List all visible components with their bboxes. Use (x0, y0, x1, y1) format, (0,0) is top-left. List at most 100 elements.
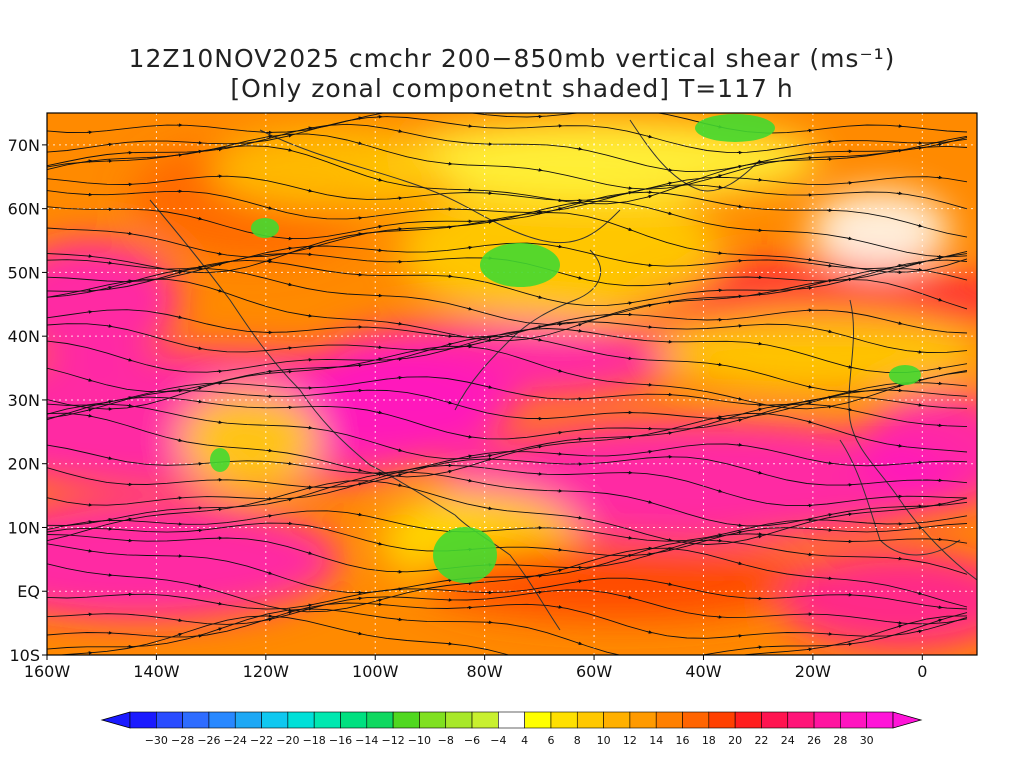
streamline-arrow (916, 591, 923, 596)
lat-tick-label: 10S (9, 646, 40, 665)
streamline-arrow (286, 461, 293, 466)
green-shade (210, 448, 230, 472)
colorbar-swatch (524, 711, 552, 729)
streamline-arrow (646, 630, 653, 634)
colorbar-label: −30 (145, 734, 168, 747)
streamline-arrow (666, 181, 673, 186)
lon-tick-label: 140W (133, 662, 180, 681)
streamline-arrow (736, 418, 743, 422)
streamline-arrow (716, 174, 723, 178)
lat-tick-label: 50N (8, 263, 40, 282)
lat-tick-label: 30N (8, 391, 40, 410)
streamline-arrow (756, 160, 763, 165)
streamline-arrow (356, 631, 363, 636)
colorbar-label: 4 (521, 734, 528, 747)
colorbar-min-arrow (100, 711, 131, 729)
streamline-arrow (806, 257, 813, 262)
streamline-arrow (266, 369, 273, 374)
lon-tick-label: 40W (685, 662, 721, 681)
streamline-arrow (106, 399, 113, 404)
streamline-arrow (826, 461, 833, 465)
streamline-arrow (126, 517, 133, 522)
colorbar-label: 20 (728, 734, 742, 747)
coastline-segment (848, 299, 977, 581)
streamline-arrow (286, 497, 293, 502)
streamline-arrow (396, 321, 403, 326)
lat-tick-label: EQ (17, 582, 40, 601)
streamline-arrow (916, 223, 923, 228)
streamline-arrow (736, 561, 743, 565)
colorbar-swatch (603, 711, 631, 729)
streamline-arrow (626, 227, 633, 231)
streamline-arrow (106, 142, 113, 147)
streamline-arrow (306, 313, 313, 318)
streamline-arrow (286, 148, 293, 152)
colorbar-swatch (734, 711, 762, 729)
streamline-arrow (376, 224, 383, 229)
lon-tick-label: 100W (352, 662, 399, 681)
colorbar-label: 8 (574, 734, 581, 747)
streamline-arrow (806, 384, 813, 389)
streamline-arrow (736, 204, 743, 209)
colorbar-swatch (208, 711, 236, 729)
colorbar-swatch (156, 711, 183, 729)
streamline-arrow (446, 400, 453, 405)
colorbar-swatch (287, 711, 315, 729)
streamline-arrow (196, 149, 203, 154)
streamline-arrow (666, 211, 673, 216)
streamline-arrow (356, 468, 363, 472)
streamline-arrow (266, 617, 273, 622)
colorbar-swatch (261, 711, 289, 729)
colorbar-label: −26 (197, 734, 220, 747)
colorbar-swatch (313, 711, 341, 729)
colorbar-label: −6 (464, 734, 480, 747)
streamline-arrow (756, 292, 763, 296)
streamline-arrow (466, 245, 473, 250)
streamline-arrow (536, 444, 543, 449)
colorbar-swatch (682, 711, 710, 729)
streamline-arrow (666, 431, 673, 435)
streamline-arrow (106, 261, 113, 265)
streamline (47, 456, 968, 488)
colorbar-swatch (392, 711, 420, 729)
streamline-arrow (176, 270, 183, 275)
streamline-arrow (466, 306, 473, 311)
streamline (47, 533, 968, 573)
streamline-arrow (806, 286, 813, 290)
streamline-arrow (716, 362, 723, 367)
streamline-arrow (756, 470, 763, 475)
streamline-arrow (556, 568, 563, 573)
colorbar-swatch (840, 711, 867, 729)
colorbar-label: −16 (329, 734, 352, 747)
streamline-arrow (666, 582, 673, 586)
streamline-arrow (896, 321, 903, 325)
colorbar-swatch (471, 711, 499, 729)
colorbar-label: 28 (833, 734, 847, 747)
streamline-arrow (216, 627, 223, 631)
streamline-arrow (106, 324, 113, 328)
coastline-segment (454, 249, 602, 411)
streamline-arrow (486, 506, 493, 511)
lon-tick-label: 160W (24, 662, 71, 681)
streamline-arrow (446, 469, 453, 474)
lat-tick-label: 60N (8, 200, 40, 219)
streamline-arrow (376, 472, 383, 477)
streamline-arrow (826, 263, 833, 268)
lon-tick-label: 20W (795, 662, 831, 681)
streamline-arrow (896, 624, 903, 629)
streamline (47, 212, 968, 274)
lon-tick-label: 60W (576, 662, 612, 681)
streamline-arrow (286, 246, 293, 251)
streamline-arrow (286, 610, 293, 615)
colorbar-label: −12 (381, 734, 404, 747)
streamline (47, 389, 968, 420)
coastline-segment (259, 129, 621, 244)
streamline (47, 335, 968, 393)
streamline (47, 184, 968, 220)
streamline-arrow (356, 482, 363, 486)
streamline-arrow (576, 276, 583, 280)
streamline-arrow (916, 629, 923, 634)
streamline-arrow (806, 420, 813, 424)
colorbar-label: 22 (754, 734, 768, 747)
streamline (47, 412, 968, 478)
